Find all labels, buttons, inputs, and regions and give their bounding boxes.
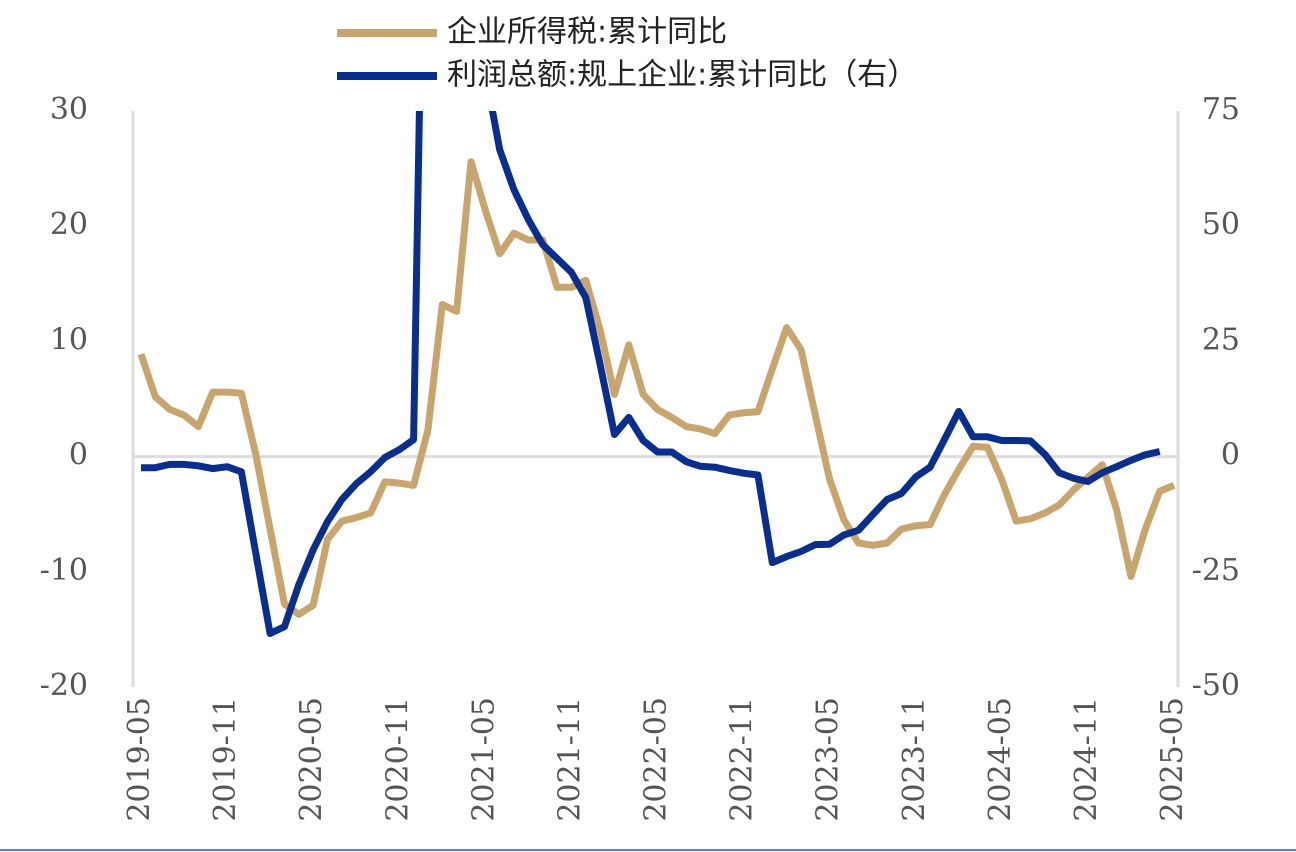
- x-tick-label: 2023-11: [897, 697, 932, 822]
- x-tick-label: 2020-05: [294, 697, 329, 822]
- y-tick-label: -20: [40, 668, 88, 703]
- plot-area: [137, 111, 1176, 637]
- x-tick-label: 2019-05: [122, 697, 157, 822]
- y-tick-label: 30: [50, 92, 88, 127]
- x-tick-label: 2019-11: [208, 697, 243, 822]
- x-tick-label: 2023-05: [811, 697, 846, 822]
- x-tick-label: 2022-05: [639, 697, 674, 822]
- y2-tick-label: -25: [1192, 553, 1240, 588]
- series-line: [141, 111, 1161, 637]
- legend-label: 利润总额:规上企业:累计同比（右）: [447, 58, 917, 93]
- y-tick-label: 20: [50, 207, 88, 242]
- series-line: [137, 158, 1176, 618]
- y2-tick-label: 50: [1202, 207, 1240, 242]
- y-tick-label: 10: [50, 322, 88, 357]
- x-tick-label: 2020-11: [380, 697, 415, 822]
- y2-tick-label: 75: [1202, 92, 1240, 127]
- x-tick-label: 2022-11: [725, 697, 760, 822]
- y-tick-label: 0: [69, 438, 88, 473]
- x-tick-label: 2024-11: [1069, 697, 1104, 822]
- x-tick-label: 2021-11: [552, 697, 587, 822]
- x-tick-label: 2025-05: [1155, 697, 1190, 822]
- y-tick-label: -10: [40, 553, 88, 588]
- y2-tick-label: 25: [1202, 322, 1240, 357]
- x-tick-label: 2021-05: [466, 697, 501, 822]
- x-tick-label: 2024-05: [983, 697, 1018, 822]
- y2-tick-label: -50: [1192, 668, 1240, 703]
- legend-label: 企业所得税:累计同比: [447, 15, 727, 50]
- y2-tick-label: 0: [1221, 438, 1240, 473]
